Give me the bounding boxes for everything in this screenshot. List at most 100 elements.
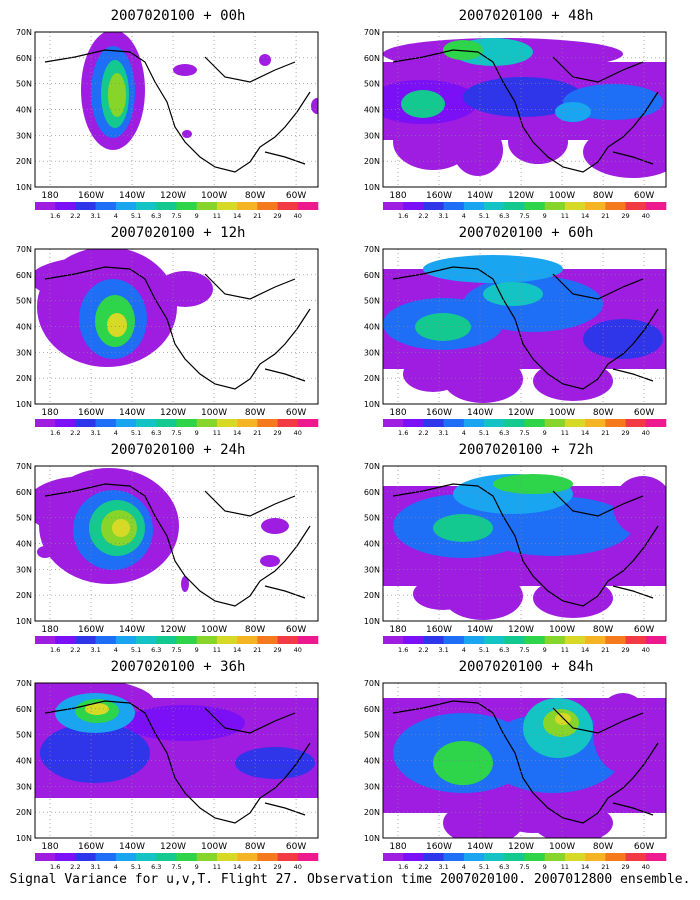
- colorbar-swatch: [564, 419, 586, 427]
- panel-title: 2007020100 + 00h: [110, 8, 246, 24]
- colorbar-swatch: [524, 636, 546, 644]
- colorbar-swatch: [297, 419, 319, 427]
- colorbar-label: 29: [621, 212, 629, 220]
- lat-tick-label: 70N: [364, 28, 380, 37]
- colorbar-swatch: [625, 853, 647, 861]
- colorbar-label: 6.3: [151, 646, 161, 654]
- lon-tick-label: 80W: [245, 625, 265, 635]
- variance-region: [261, 518, 289, 534]
- lat-tick-label: 10N: [364, 617, 380, 626]
- lat-tick-label: 20N: [16, 808, 32, 817]
- lon-tick-label: 140W: [119, 625, 145, 635]
- lat-tick-label: 30N: [364, 348, 380, 357]
- lat-tick-label: 40N: [364, 540, 380, 549]
- variance-region: [401, 90, 445, 118]
- colorbar-label: 6.3: [151, 429, 161, 437]
- colorbar-label: 29: [621, 863, 629, 871]
- colorbar-label: 1.6: [50, 863, 60, 871]
- colorbar-label: 3.1: [438, 212, 448, 220]
- lat-tick-label: 20N: [16, 157, 32, 166]
- variance-region: [260, 555, 280, 567]
- colorbar-swatch: [95, 636, 117, 644]
- colorbar-label: 29: [621, 429, 629, 437]
- colorbar-swatch: [257, 853, 278, 861]
- lon-tick-label: 160W: [78, 625, 104, 635]
- colorbar-swatch: [484, 202, 505, 210]
- variance-region: [40, 723, 150, 783]
- colorbar-label: 40: [294, 429, 302, 437]
- variance-region: [593, 693, 653, 773]
- lon-tick-label: 80W: [593, 625, 613, 635]
- colorbar-swatch: [544, 202, 566, 210]
- variance-map: 70N 60N 50N 40N 30N 20N 10N 180 160W 140W 120W 100W…: [16, 462, 319, 654]
- variance-region: [508, 120, 568, 164]
- lat-tick-label: 30N: [16, 131, 32, 140]
- colorbar-swatch: [383, 636, 404, 644]
- colorbar-swatch: [403, 202, 424, 210]
- colorbar-label: 6.3: [499, 863, 509, 871]
- variance-region: [583, 126, 666, 178]
- lat-tick-label: 10N: [16, 834, 32, 843]
- colorbar-swatch: [484, 853, 505, 861]
- colorbar-swatch: [277, 419, 299, 427]
- colorbar-label: 40: [642, 646, 650, 654]
- panel-title: 2007020100 + 12h: [110, 225, 246, 241]
- colorbar-label: 1.6: [398, 863, 408, 871]
- colorbar-label: 1.6: [50, 429, 60, 437]
- colorbar-swatch: [524, 853, 546, 861]
- variance-contours: [383, 255, 666, 403]
- colorbar-swatch: [75, 853, 96, 861]
- variance-region: [433, 514, 493, 542]
- colorbar-swatch: [277, 202, 299, 210]
- variance-contours: [44, 32, 318, 173]
- lat-tick-label: 20N: [364, 374, 380, 383]
- variance-contours: [383, 693, 666, 838]
- colorbar-label: 5.1: [479, 429, 489, 437]
- colorbar-label: 21: [253, 429, 261, 437]
- colorbar-label: 9: [543, 212, 547, 220]
- panel-title: 2007020100 + 84h: [458, 659, 594, 675]
- colorbar-swatch: [136, 636, 157, 644]
- colorbar-label: 5.1: [131, 429, 141, 437]
- lat-tick-label: 20N: [364, 808, 380, 817]
- colorbar-swatch: [463, 636, 485, 644]
- colorbar-label: 29: [273, 429, 281, 437]
- lon-tick-label: 180: [389, 408, 406, 418]
- coastline: [392, 700, 659, 824]
- colorbar-label: 4: [462, 212, 466, 220]
- coastline: [392, 266, 659, 390]
- colorbar-label: 4: [462, 646, 466, 654]
- map-frame: [382, 248, 667, 405]
- lat-tick-label: 60N: [16, 488, 32, 497]
- coastline: [44, 49, 311, 173]
- colorbar-swatch: [564, 853, 586, 861]
- colorbar-label: 5.1: [131, 646, 141, 654]
- lon-tick-label: 140W: [467, 408, 493, 418]
- colorbar-label: 40: [294, 646, 302, 654]
- colorbar-label: 11: [561, 212, 569, 220]
- colorbar-swatch: [95, 202, 117, 210]
- colorbar-swatch: [625, 636, 647, 644]
- variance-region: [107, 313, 127, 337]
- colorbar-label: 11: [213, 429, 221, 437]
- lon-tick-label: 180: [389, 842, 406, 852]
- lon-tick-label: 80W: [245, 842, 265, 852]
- colorbar-label: 11: [213, 646, 221, 654]
- colorbar-swatch: [544, 419, 566, 427]
- colorbar-label: 4: [114, 212, 118, 220]
- lon-tick-label: 180: [41, 408, 58, 418]
- variance-contours: [35, 468, 311, 607]
- lon-tick-label: 100W: [201, 842, 227, 852]
- colorbar-swatch: [136, 853, 157, 861]
- lon-tick-label: 80W: [245, 408, 265, 418]
- panel-title: 2007020100 + 24h: [110, 442, 246, 458]
- lon-tick-label: 140W: [467, 625, 493, 635]
- variance-region: [453, 124, 503, 176]
- colorbar-label: 9: [195, 429, 199, 437]
- lon-tick-label: 160W: [426, 842, 452, 852]
- lat-tick-label: 70N: [364, 462, 380, 471]
- colorbar-swatch: [524, 202, 546, 210]
- lat-tick-label: 10N: [16, 617, 32, 626]
- colorbar-label: 5.1: [479, 863, 489, 871]
- colorbar-swatch: [237, 202, 258, 210]
